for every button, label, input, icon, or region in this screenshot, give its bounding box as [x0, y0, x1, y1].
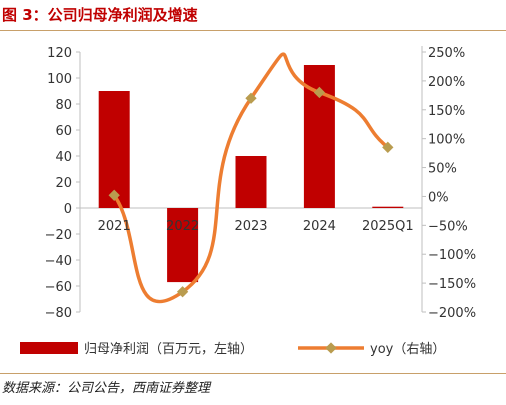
left-tick-label: 80	[55, 98, 72, 113]
right-tick-label: 150%	[428, 104, 465, 119]
category-label: 2022	[166, 219, 199, 234]
left-tick-label: 20	[55, 176, 72, 191]
yoy-marker-2025Q1	[382, 141, 394, 153]
bar-2021	[98, 91, 130, 208]
right-tick-label: 50%	[428, 162, 457, 177]
right-tick-label: 250%	[428, 46, 465, 61]
right-tick-label: −150%	[428, 277, 476, 292]
legend-line-marker	[325, 342, 337, 354]
title-rule	[0, 30, 506, 31]
left-tick-label: 100	[47, 72, 72, 87]
left-tick-label: 40	[55, 150, 72, 165]
left-tick-label: 120	[47, 46, 72, 61]
right-tick-label: −50%	[428, 219, 468, 234]
source-rule	[0, 373, 506, 374]
category-label: 2023	[234, 219, 267, 234]
category-label: 2025Q1	[362, 219, 414, 234]
tick-labels: 120 100 80 60 40 20 0 −20 −40 −60 −80 250% 200% 150% 1…	[45, 46, 477, 321]
yoy-marker-2022	[176, 286, 189, 298]
yoy-line-series	[108, 52, 394, 304]
figure-source: 数据来源：公司公告，西南证券整理	[2, 381, 211, 396]
legend-line-label: yoy（右轴）	[370, 342, 445, 357]
bar-2023	[235, 156, 267, 208]
legend-bar-swatch	[20, 342, 78, 354]
legend-bar-label: 归母净利润（百万元，左轴）	[84, 342, 253, 357]
right-tick-label: −100%	[428, 248, 476, 263]
left-tick-label: −80	[45, 306, 72, 321]
bar-2022	[167, 208, 199, 283]
axes	[76, 46, 426, 313]
left-tick-label: 60	[55, 124, 72, 139]
left-tick-label: 0	[64, 202, 72, 217]
figure-title: 图 3：公司归母净利润及增速	[2, 6, 198, 24]
right-tick-label: 100%	[428, 133, 465, 148]
left-tick-label: −20	[45, 228, 72, 243]
category-label: 2021	[98, 219, 131, 234]
bar-2025Q1	[372, 206, 404, 208]
chart: 120 100 80 60 40 20 0 −20 −40 −60 −80 250% 200% 150% 1…	[20, 46, 477, 357]
yoy-line	[112, 52, 390, 304]
right-tick-label: 200%	[428, 75, 465, 90]
legend: 归母净利润（百万元，左轴） yoy（右轴）	[20, 342, 445, 357]
left-tick-label: −60	[45, 280, 72, 295]
right-tick-label: 0%	[428, 190, 449, 205]
left-tick-label: −40	[45, 254, 72, 269]
right-tick-label: −200%	[428, 306, 476, 321]
category-label: 2024	[303, 219, 336, 234]
